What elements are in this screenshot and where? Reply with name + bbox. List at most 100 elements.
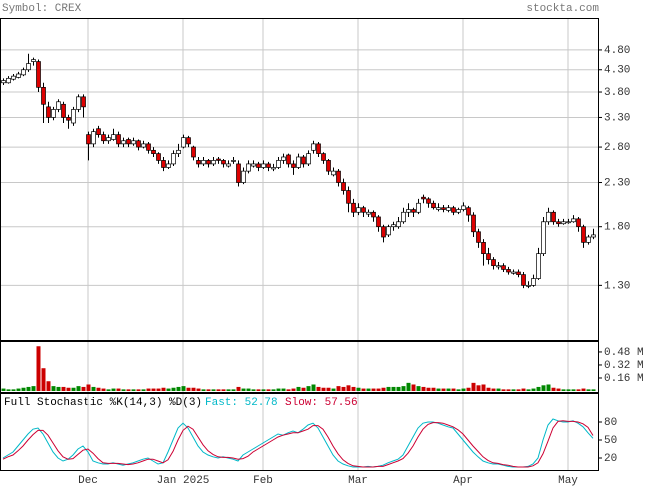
candle-body	[126, 139, 131, 145]
candle-body	[36, 61, 41, 88]
slow-label: Slow: 57.56	[285, 397, 358, 409]
candle-body	[321, 153, 326, 161]
candle-body	[446, 207, 451, 211]
volume-bar	[111, 388, 116, 391]
volume-bar	[441, 388, 446, 391]
y-tick-label: 2.30	[604, 177, 630, 189]
candle-body	[396, 221, 401, 228]
candle-body	[326, 160, 331, 172]
candle-body	[146, 143, 151, 151]
volume-bar	[456, 389, 461, 391]
volume-bar	[361, 388, 366, 391]
volume-bar	[186, 387, 191, 391]
candle-body	[506, 269, 511, 273]
volume-bar	[231, 389, 236, 391]
volume-bar	[331, 388, 336, 391]
candle-body	[371, 211, 376, 218]
candle-body	[71, 109, 76, 124]
candle-body	[431, 202, 436, 209]
candle-body	[51, 109, 56, 118]
volume-bar	[541, 385, 546, 391]
candle-body	[251, 163, 256, 167]
volume-bar	[261, 389, 266, 391]
volume-bar	[251, 389, 256, 391]
volume-bar	[366, 388, 371, 391]
volume-bar	[471, 382, 476, 391]
volume-bar	[376, 388, 381, 391]
candle-body	[316, 143, 321, 154]
volume-bar	[536, 386, 541, 391]
volume-bar	[126, 389, 131, 391]
candle-body	[66, 117, 71, 121]
stochastic-panel	[0, 393, 599, 471]
candle-body	[541, 221, 546, 255]
volume-bar	[336, 386, 341, 391]
symbol: Symbol: CREX	[2, 3, 82, 15]
y-tick-label: 0.16 M	[604, 373, 644, 385]
y-tick-label: 0.32 M	[604, 360, 644, 372]
candle-body	[191, 146, 196, 158]
candle-body	[546, 211, 551, 223]
volume-bar	[501, 389, 506, 391]
volume-bar	[481, 384, 486, 391]
x-tick-label: May	[558, 475, 578, 486]
candle-body	[171, 153, 176, 165]
volume-bar	[316, 386, 321, 391]
candle-body	[366, 211, 371, 215]
volume-bar	[141, 389, 146, 391]
volume-bar	[1, 388, 6, 391]
volume-bar	[321, 387, 326, 391]
candle-body	[351, 202, 356, 213]
candle-body	[361, 207, 366, 213]
volume-bar	[431, 387, 436, 391]
y-tick-label: 2.80	[604, 142, 630, 154]
volume-bar	[56, 386, 61, 391]
candle-body	[101, 134, 106, 142]
volume-bar	[576, 389, 581, 391]
candle-body	[81, 96, 86, 108]
x-tick-label: Feb	[253, 475, 273, 486]
x-tick-label: Jan 2025	[157, 475, 210, 486]
candle-body	[566, 221, 571, 224]
volume-bar	[486, 387, 491, 391]
candle-body	[521, 274, 526, 286]
candle-body	[271, 167, 276, 170]
candle-body	[406, 209, 411, 213]
volume-bar	[461, 388, 466, 391]
volume-bar	[71, 387, 76, 391]
x-tick-label: Apr	[453, 475, 473, 486]
volume-bar	[136, 389, 141, 391]
candle-body	[286, 154, 291, 165]
candle-body	[76, 96, 81, 110]
candle-body	[391, 224, 396, 228]
candle-body	[311, 143, 316, 151]
candle-body	[266, 163, 271, 168]
volume-bar	[131, 389, 136, 391]
candle-body	[516, 271, 521, 275]
candle-body	[1, 80, 6, 84]
candle-body	[296, 156, 301, 168]
candle-body	[576, 218, 581, 228]
candle-body	[481, 242, 486, 255]
volume-bar	[451, 388, 456, 391]
candle-body	[231, 160, 236, 162]
candle-body	[86, 134, 91, 145]
volume-bar	[491, 388, 496, 391]
price-panel	[0, 18, 599, 341]
candle-body	[551, 211, 556, 223]
volume-bar	[476, 385, 481, 391]
candle-body	[531, 278, 536, 286]
candle-body	[436, 207, 441, 210]
volume-bar	[91, 386, 96, 391]
volume-bar	[326, 387, 331, 391]
volume-bar	[446, 388, 451, 391]
candle-body	[121, 140, 126, 145]
candle-body	[381, 226, 386, 238]
candle-body	[111, 134, 116, 140]
volume-bar	[351, 386, 356, 391]
x-tick-label: Dec	[78, 475, 98, 486]
volume-bar	[371, 388, 376, 391]
y-tick-label: 0.48 M	[604, 347, 644, 359]
